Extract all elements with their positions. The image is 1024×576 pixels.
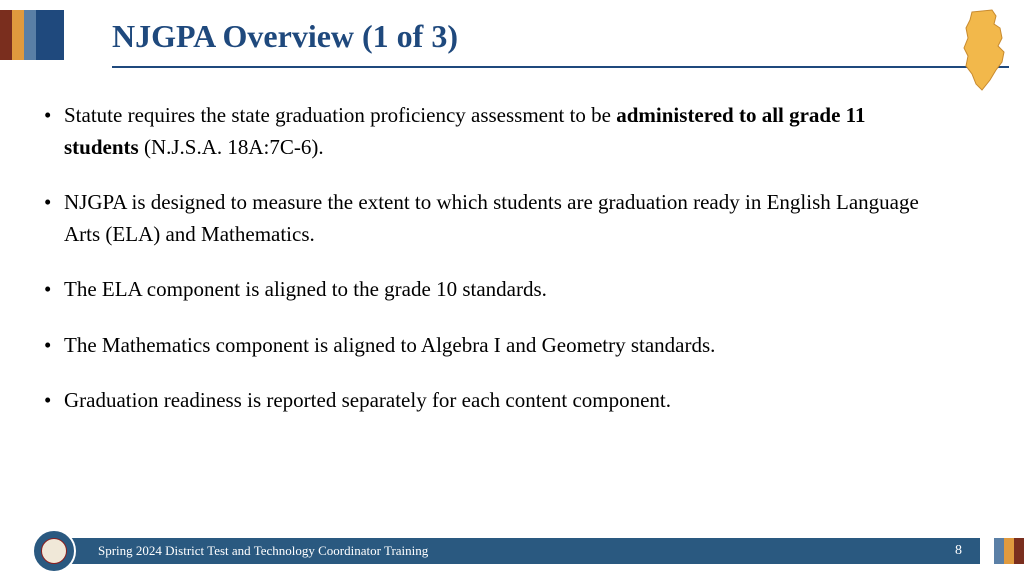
bullet-5: Graduation readiness is reported separat…: [42, 385, 924, 417]
title-underline: [112, 66, 1009, 68]
bullet-3: The ELA component is aligned to the grad…: [42, 274, 924, 306]
slide-content: Statute requires the state graduation pr…: [42, 100, 924, 441]
bullet-2-text: NJGPA is designed to measure the extent …: [64, 190, 919, 246]
bullet-list: Statute requires the state graduation pr…: [42, 100, 924, 417]
bullet-4: The Mathematics component is aligned to …: [42, 330, 924, 362]
stripe-3: [24, 10, 36, 60]
fstripe-1: [994, 538, 1004, 564]
header-stripes: [0, 10, 64, 60]
bullet-1: Statute requires the state graduation pr…: [42, 100, 924, 163]
page-number: 8: [955, 543, 962, 559]
footer-text: Spring 2024 District Test and Technology…: [98, 543, 428, 559]
bullet-3-text: The ELA component is aligned to the grad…: [64, 277, 547, 301]
fstripe-3: [1014, 538, 1024, 564]
stripe-1: [0, 10, 12, 60]
bullet-5-text: Graduation readiness is reported separat…: [64, 388, 671, 412]
bullet-1-post: (N.J.S.A. 18A:7C-6).: [139, 135, 324, 159]
footer-stripes: [994, 538, 1024, 564]
footer-bar: Spring 2024 District Test and Technology…: [60, 538, 980, 564]
bullet-1-pre: Statute requires the state graduation pr…: [64, 103, 616, 127]
bullet-4-text: The Mathematics component is aligned to …: [64, 333, 715, 357]
fstripe-2: [1004, 538, 1014, 564]
nj-state-icon: [954, 8, 1012, 93]
seal-inner: [41, 538, 67, 564]
state-seal-icon: [32, 529, 76, 573]
slide-title: NJGPA Overview (1 of 3): [112, 18, 458, 55]
bullet-2: NJGPA is designed to measure the extent …: [42, 187, 924, 250]
stripe-4: [36, 10, 64, 60]
stripe-2: [12, 10, 24, 60]
